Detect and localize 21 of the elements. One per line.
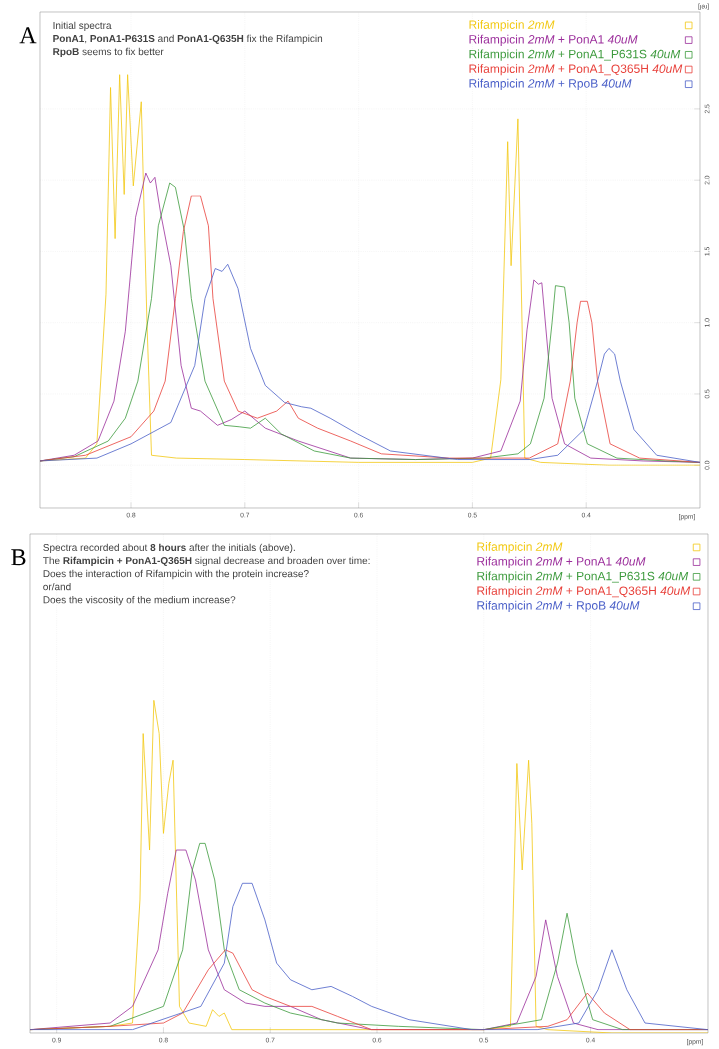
legend-label: Rifampicin 2mM + PonA1_Q365H 40uM [469,64,683,76]
chart-title: B [11,549,26,566]
text: Rifampicin 2mM + RpoB 40uM [477,600,640,613]
text: Rifampicin 2mM + RpoB 40uM [469,78,632,91]
text: Rifampicin 2mM [477,542,563,554]
text: Rifampicin 2mM + PonA1 40uM [477,556,646,568]
annotation: RpoB seems to fix better [53,47,164,58]
legend-label: Rifampicin 2mM + PonA1_Q365H 40uM [477,586,691,598]
text: or/and [43,582,71,591]
annotation: Initial spectra [53,21,112,31]
legend-label: Rifampicin 2mM + PonA1_P631S 40uM [477,571,689,583]
line-series [39,263,700,463]
annotation: PonA1, PonA1-P631S and PonA1-Q635H fix the Rifampicin [53,34,323,45]
text: Does the interaction of Rifampicin with the protein increase? [43,569,309,580]
text: Spectra recorded about 8 hours after the initials (above). [43,543,295,554]
text: The Rifampicin + PonA1-Q365H signal decrease and broaden over time: [43,556,370,567]
legend-label: Rifampicin 2mM + PonA1_P631S 40uM [469,49,681,61]
text: Rifampicin 2mM [469,20,555,32]
chart-title: A [19,27,37,44]
text: Rifampicin 2mM + PonA1 40uM [469,34,638,46]
text: Does the viscosity of the medium increase? [43,595,236,606]
